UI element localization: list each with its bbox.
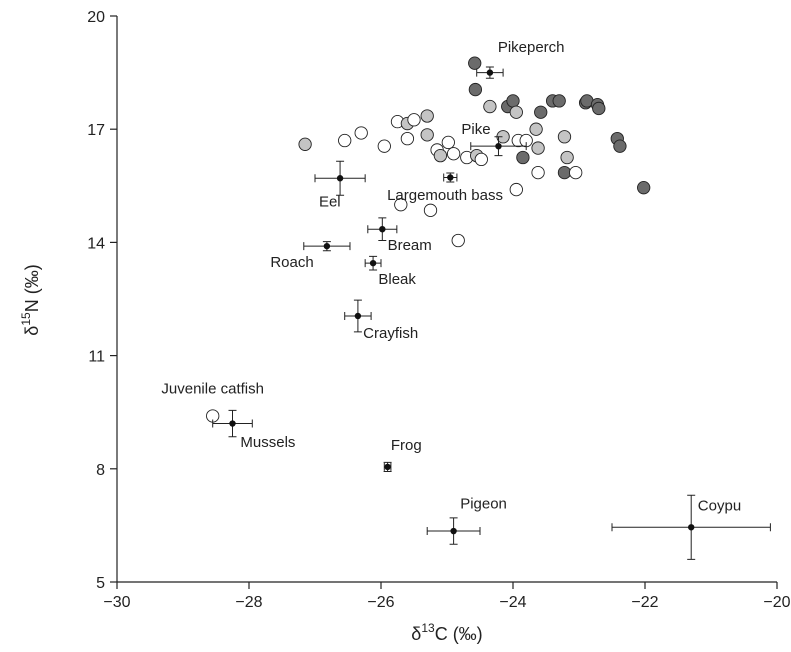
x-axis-title-suffix: C (‰) <box>435 624 483 644</box>
mean-pike <box>470 136 527 157</box>
label-largemouth-bass: Largemouth bass <box>387 187 503 204</box>
data-point-light-grey <box>433 148 448 163</box>
x-axis-title-sup: 13 <box>421 621 435 635</box>
data-point-white <box>474 152 488 167</box>
group-means <box>212 66 771 560</box>
mean-marker <box>229 420 236 427</box>
data-point-white <box>451 233 465 248</box>
data-point-dark-grey <box>592 101 606 116</box>
data-point-light-grey <box>529 122 543 136</box>
mean-marker <box>336 175 344 182</box>
y-tick-label: 8 <box>96 462 105 479</box>
data-point-dark-grey <box>516 150 530 165</box>
data-point-light-grey <box>557 130 572 144</box>
y-ticks: 5 8 11 14 17 20 <box>87 9 117 592</box>
data-point-dark-grey <box>468 56 482 70</box>
data-point-dark-grey <box>468 82 483 97</box>
data-point-white <box>423 203 438 217</box>
mean-roach <box>303 241 351 252</box>
data-point-light-grey <box>560 150 574 165</box>
data-point-light-grey <box>298 137 312 151</box>
mean-eel <box>314 160 366 196</box>
label-juvenile-catfish: Juvenile catfish <box>161 380 264 397</box>
x-tick-label: −20 <box>763 594 790 611</box>
y-tick-label: 14 <box>87 235 105 252</box>
mean-pigeon <box>426 517 481 545</box>
label-pike: Pike <box>461 121 490 138</box>
mean-bleak <box>364 255 382 271</box>
data-point-dark-grey <box>637 181 651 195</box>
label-roach: Roach <box>270 254 313 271</box>
mean-marker <box>688 524 695 531</box>
data-point-white <box>569 165 583 180</box>
x-axis-title: δ13C (‰) <box>411 621 482 644</box>
mean-largemouth-bass <box>443 172 458 183</box>
mean-marker <box>354 312 362 320</box>
mean-marker <box>486 69 494 76</box>
x-axis-title-prefix: δ <box>411 624 421 644</box>
species-labels: Pikeperch Pike Eel Largemouth bass Bream Roac… <box>161 39 741 514</box>
data-point-white <box>446 147 461 161</box>
mean-crayfish <box>344 299 372 333</box>
axes <box>116 16 777 583</box>
data-point-light-grey <box>509 105 523 119</box>
data-point-light-grey <box>420 128 434 142</box>
x-tick-label: −28 <box>235 594 262 611</box>
data-point-white <box>509 182 523 197</box>
label-eel: Eel <box>319 194 341 211</box>
data-point-white <box>377 139 391 153</box>
label-pigeon: Pigeon <box>460 495 507 512</box>
mean-frog <box>383 461 392 472</box>
y-tick-label: 20 <box>87 9 105 26</box>
x-tick-label: −22 <box>631 594 658 611</box>
y-tick-label: 17 <box>87 122 105 139</box>
data-point-light-grey <box>483 99 497 114</box>
label-bleak: Bleak <box>378 271 416 288</box>
data-point-white <box>441 135 455 150</box>
label-mussels: Mussels <box>240 434 295 451</box>
y-tick-label: 11 <box>88 349 105 366</box>
data-point-dark-grey <box>534 105 548 119</box>
data-point-white <box>531 165 545 180</box>
data-point-white <box>338 133 352 148</box>
data-point-dark-grey <box>557 165 572 180</box>
x-ticks: −30 −28 −26 −24 −22 −20 <box>103 582 791 611</box>
data-point-white <box>407 113 421 127</box>
mean-mussels <box>212 409 253 438</box>
mean-marker <box>369 259 377 267</box>
mean-marker <box>384 463 391 471</box>
y-axis-title: δ15N (‰) <box>19 264 42 335</box>
mean-marker <box>450 527 457 535</box>
mean-bream <box>367 217 398 242</box>
data-point-dark-grey <box>506 94 520 108</box>
data-point-dark-grey <box>613 139 627 153</box>
data-point-light-grey <box>420 109 434 123</box>
mean-marker <box>323 242 331 250</box>
data-point-white <box>394 198 408 212</box>
y-axis-title-suffix: N (‰) <box>22 264 42 312</box>
label-frog: Frog <box>391 437 422 454</box>
individual-points <box>206 56 651 423</box>
y-tick-label: 5 <box>96 575 105 592</box>
data-point-dark-grey <box>552 94 566 108</box>
data-point-white <box>354 126 368 140</box>
label-coypu: Coypu <box>698 497 741 514</box>
mean-marker <box>379 225 386 233</box>
mean-marker <box>447 174 454 181</box>
x-tick-label: −30 <box>103 594 130 611</box>
label-bream: Bream <box>388 237 432 254</box>
label-pikeperch: Pikeperch <box>498 39 565 56</box>
mean-coypu <box>611 494 771 560</box>
y-axis-title-prefix: δ <box>22 326 42 336</box>
mean-pikeperch <box>476 66 504 79</box>
data-point-light-grey <box>531 141 545 155</box>
x-tick-label: −26 <box>367 594 394 611</box>
data-point-white <box>400 131 415 146</box>
mean-marker <box>495 142 502 150</box>
label-crayfish: Crayfish <box>363 325 418 342</box>
y-axis-title-sup: 15 <box>19 312 33 326</box>
x-tick-label: −24 <box>499 594 526 611</box>
